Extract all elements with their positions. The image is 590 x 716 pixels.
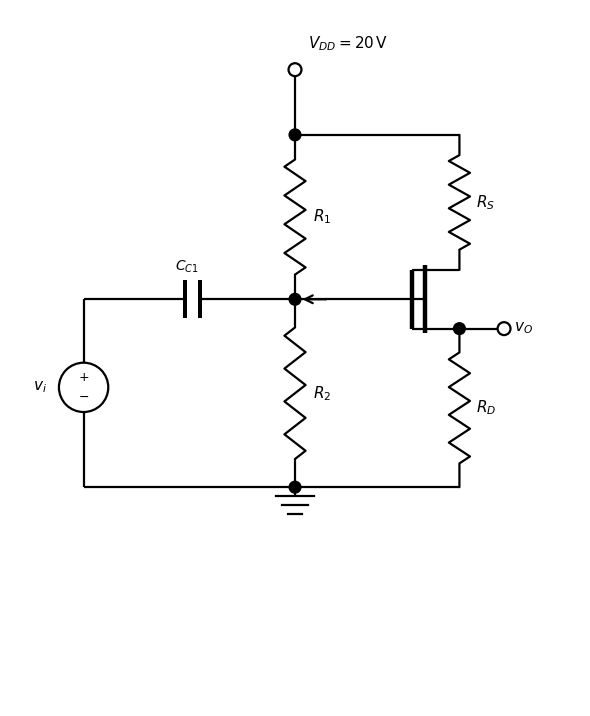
Circle shape xyxy=(289,481,301,493)
Text: $R_S$: $R_S$ xyxy=(476,193,495,212)
Circle shape xyxy=(497,322,510,335)
Text: +: + xyxy=(78,371,89,384)
Text: $R_D$: $R_D$ xyxy=(476,399,496,417)
Circle shape xyxy=(289,294,301,305)
Text: $C_{C1}$: $C_{C1}$ xyxy=(175,258,198,275)
Text: $v_O$: $v_O$ xyxy=(514,321,533,337)
Circle shape xyxy=(454,323,466,334)
Circle shape xyxy=(289,129,301,141)
Text: $v_i$: $v_i$ xyxy=(33,379,47,395)
Text: $R_1$: $R_1$ xyxy=(313,208,331,226)
Text: −: − xyxy=(78,391,89,404)
Text: $V_{DD} = 20\,\mathrm{V}$: $V_{DD} = 20\,\mathrm{V}$ xyxy=(308,34,388,53)
Circle shape xyxy=(289,63,301,76)
Text: $R_2$: $R_2$ xyxy=(313,384,331,402)
